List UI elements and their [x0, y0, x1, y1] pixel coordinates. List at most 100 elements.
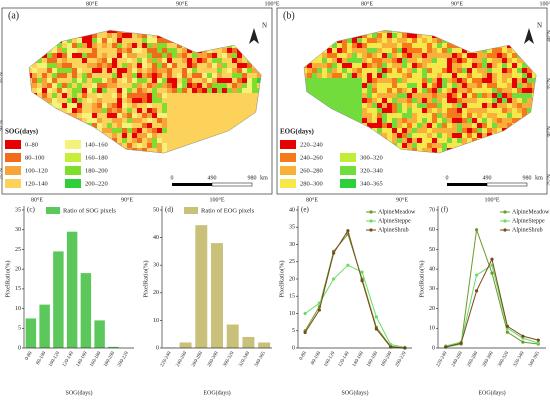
map-pixel — [227, 78, 233, 84]
map-pixel — [522, 88, 528, 94]
map-pixel — [417, 128, 423, 134]
map-pixel — [152, 128, 158, 134]
y-tick-label: 30 — [289, 242, 295, 248]
map-pixel — [252, 93, 258, 99]
map-pixel — [247, 78, 253, 84]
map-pixel — [407, 128, 413, 134]
map-pixel — [412, 58, 418, 64]
map-pixel — [172, 98, 178, 104]
map-pixel — [92, 63, 98, 69]
map-pixel — [97, 33, 103, 39]
map-pixel — [382, 53, 388, 59]
map-pixel — [412, 98, 418, 104]
map-pixel — [522, 108, 528, 114]
map-pixel — [417, 118, 423, 124]
map-pixel — [37, 63, 43, 69]
map-pixel — [437, 53, 443, 59]
map-pixel — [357, 43, 363, 49]
map-pixel — [182, 68, 188, 74]
map-pixel — [512, 113, 518, 119]
map-pixel — [412, 118, 418, 124]
map-pixel — [352, 58, 358, 64]
map-pixel — [192, 63, 198, 69]
map-pixel — [167, 98, 173, 104]
map-pixel — [442, 113, 448, 119]
map-pixel — [422, 88, 428, 94]
lon-label: 100°E — [484, 196, 499, 203]
bar — [66, 231, 78, 348]
map-pixel — [147, 133, 153, 139]
map-pixel — [362, 63, 368, 69]
map-pixel — [127, 53, 133, 59]
map-pixel — [487, 113, 493, 119]
map-pixel — [377, 33, 383, 39]
map-pixel — [342, 68, 348, 74]
map-pixel — [97, 93, 103, 99]
map-pixel — [372, 103, 378, 109]
map-pixel — [147, 38, 153, 44]
map-pixel — [247, 88, 253, 94]
map-pixel — [362, 48, 368, 54]
map-pixel — [377, 123, 383, 129]
map-pixel — [382, 78, 388, 84]
map-pixel — [107, 88, 113, 94]
map-pixel — [87, 78, 93, 84]
map-pixel — [507, 58, 513, 64]
y-tick-label: 20 — [289, 276, 295, 282]
map-pixel — [427, 103, 433, 109]
map-pixel — [427, 113, 433, 119]
map-pixel — [322, 98, 328, 104]
map-pixel — [142, 53, 148, 59]
map-pixel — [502, 123, 508, 129]
map-pixel — [222, 118, 228, 124]
map-pixel — [462, 103, 468, 109]
map-pixel — [207, 128, 213, 134]
legend-swatch — [184, 207, 198, 214]
map-pixel — [477, 133, 483, 139]
map-pixel — [347, 98, 353, 104]
plateau-outline — [303, 30, 537, 154]
map-pixel — [82, 63, 88, 69]
map-pixel — [232, 123, 238, 129]
map-pixel — [192, 133, 198, 139]
map-pixel — [417, 88, 423, 94]
map-pixel — [242, 78, 248, 84]
map-pixel — [482, 88, 488, 94]
map-pixel — [97, 68, 103, 74]
y-axis-title: PixelRatio(%) — [142, 260, 149, 297]
legend-marker — [503, 228, 507, 232]
map-pixel — [112, 68, 118, 74]
map-pixel — [202, 78, 208, 84]
map-pixel — [162, 38, 168, 44]
map-pixel — [197, 103, 203, 109]
map-pixel — [102, 128, 108, 134]
map-pixel — [192, 88, 198, 94]
y-tick-label: 25 — [15, 247, 21, 253]
map-pixel — [472, 88, 478, 94]
map-pixel — [37, 68, 43, 74]
map-pixel — [172, 138, 178, 144]
map-pixel — [167, 113, 173, 119]
map-pixel — [432, 63, 438, 69]
map-pixel — [417, 68, 423, 74]
lon-label: 80°E — [86, 0, 98, 7]
map-pixel — [217, 93, 223, 99]
x-tick-label: 100-120 — [48, 351, 61, 368]
map-pixel — [117, 118, 123, 124]
map-pixel — [412, 63, 418, 69]
map-pixel — [147, 118, 153, 124]
map-pixel — [182, 128, 188, 134]
map-pixel — [432, 53, 438, 59]
map-pixel — [247, 98, 253, 104]
map-pixel — [72, 43, 78, 49]
map-pixel — [142, 73, 148, 79]
map-pixel — [127, 103, 133, 109]
map-pixel — [347, 113, 353, 119]
map-pixel — [92, 58, 98, 64]
map-pixel — [492, 63, 498, 69]
map-pixel — [237, 108, 243, 114]
map-pixel — [482, 63, 488, 69]
y-tick-label: 30 — [153, 263, 159, 269]
map-pixel — [422, 48, 428, 54]
map-pixel — [207, 98, 213, 104]
